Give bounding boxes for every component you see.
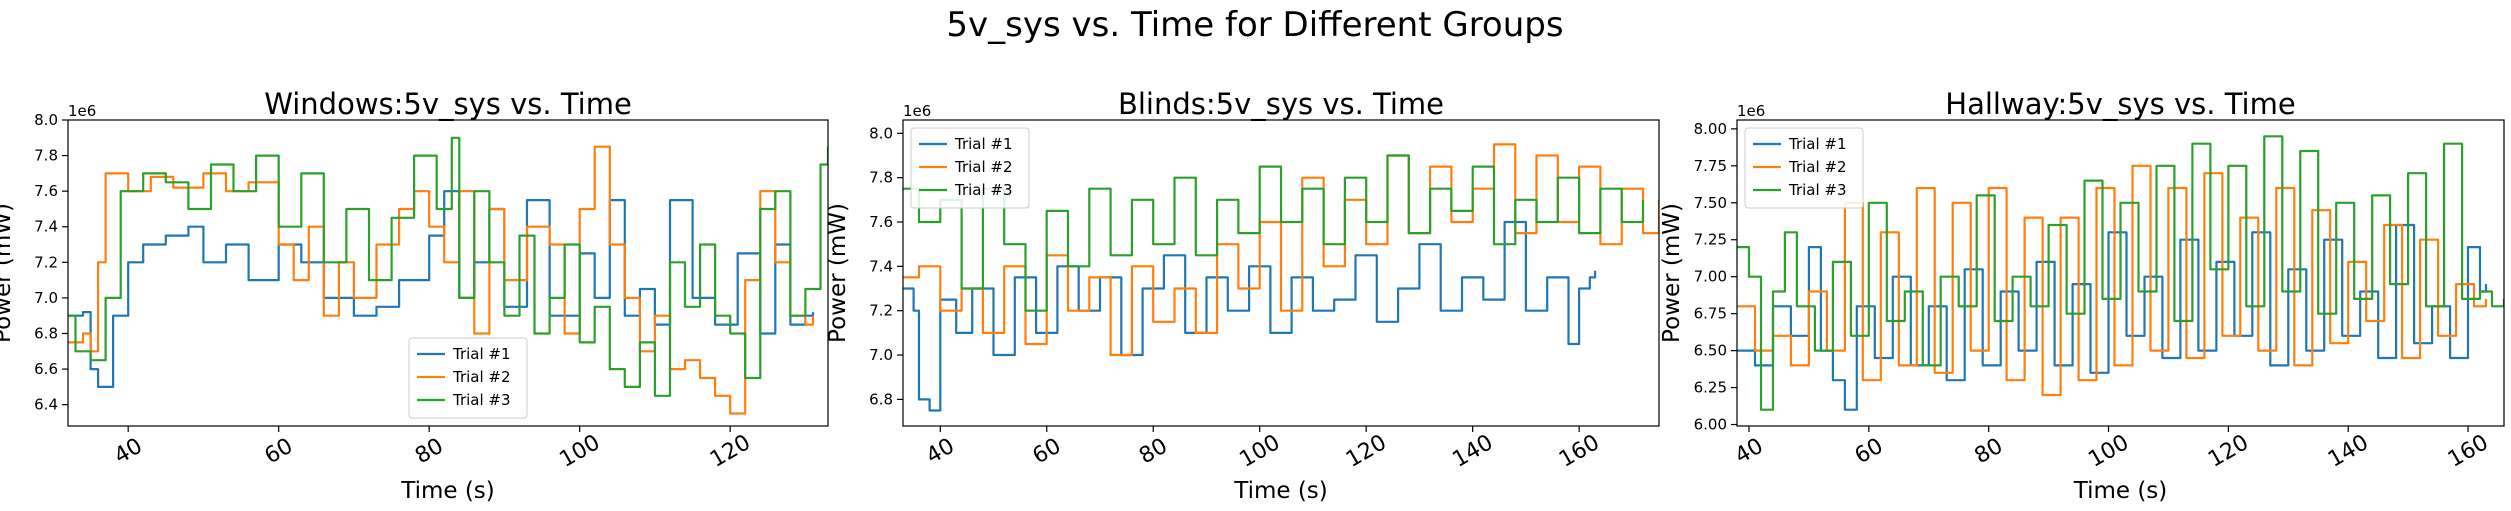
axes-frame xyxy=(67,119,829,427)
legend-label: Trial #2 xyxy=(954,158,1013,176)
y-tick-label: 7.6 xyxy=(34,182,58,200)
y-tick-label: 7.25 xyxy=(1694,231,1727,249)
panel-title: Hallway:5v_sys vs. Time xyxy=(1945,87,2295,121)
y-offset-label: 1e6 xyxy=(68,102,96,120)
legend-label: Trial #2 xyxy=(452,368,511,386)
axes-frame xyxy=(902,119,1660,427)
y-tick-label: 6.8 xyxy=(34,324,58,342)
y-tick-label: 6.6 xyxy=(34,360,58,378)
y-tick-label: 7.0 xyxy=(869,346,893,364)
y-tick-label: 8.0 xyxy=(869,124,893,142)
y-tick-label: 7.00 xyxy=(1694,268,1727,286)
y-tick-label: 8.0 xyxy=(34,111,58,129)
legend: Trial #1 Trial #2 Trial #3 xyxy=(910,127,1030,209)
panel-hallway: 40 60 80 100 120 140 1606.006.256.506.757.007.… xyxy=(1659,87,2505,504)
legend: Trial #1 Trial #2 Trial #3 xyxy=(1744,127,1864,209)
y-tick-label: 7.75 xyxy=(1694,157,1727,175)
legend-box xyxy=(910,127,1030,209)
y-tick-label: 7.4 xyxy=(869,257,893,275)
y-tick-label: 7.50 xyxy=(1694,194,1727,212)
legend-label: Trial #1 xyxy=(452,345,511,363)
y-tick-label: 7.8 xyxy=(34,147,58,165)
series-line-3 xyxy=(903,154,1645,312)
y-tick-label: 6.50 xyxy=(1694,342,1727,360)
series-line-3 xyxy=(1737,135,2504,411)
y-tick-label: 7.6 xyxy=(869,213,893,231)
legend-label: Trial #3 xyxy=(954,181,1013,199)
series-line-3 xyxy=(68,136,828,397)
y-axis-label: Power (mW) xyxy=(1659,203,1685,343)
legend-label: Trial #2 xyxy=(1788,158,1847,176)
legend-box xyxy=(1744,127,1864,209)
panel-title: Blinds:5v_sys vs. Time xyxy=(1118,87,1444,121)
legend-label: Trial #3 xyxy=(1788,181,1847,199)
panel-title: Windows:5v_sys vs. Time xyxy=(264,87,632,121)
x-axis-label: Time (s) xyxy=(1233,478,1328,504)
y-tick-label: 7.2 xyxy=(869,302,893,320)
legend-label: Trial #1 xyxy=(1788,135,1847,153)
series-line-1 xyxy=(1737,223,2488,411)
legend: Trial #1 Trial #2 Trial #3 xyxy=(408,337,528,419)
series-line-2 xyxy=(903,143,1659,357)
x-axis-label: Time (s) xyxy=(400,478,495,504)
y-offset-label: 1e6 xyxy=(1737,102,1765,120)
y-tick-label: 8.00 xyxy=(1694,120,1727,138)
y-tick-label: 7.2 xyxy=(34,253,58,271)
y-tick-label: 7.4 xyxy=(34,218,58,236)
y-tick-label: 6.75 xyxy=(1694,305,1727,323)
x-axis-label: Time (s) xyxy=(2073,478,2168,504)
y-tick-label: 6.4 xyxy=(34,396,58,414)
series-line-2 xyxy=(1737,164,2488,397)
y-offset-label: 1e6 xyxy=(903,102,931,120)
legend-box xyxy=(408,337,528,419)
y-axis-label: Power (mW) xyxy=(0,203,16,343)
y-tick-label: 6.00 xyxy=(1694,416,1727,434)
legend-label: Trial #1 xyxy=(954,135,1013,153)
y-tick-label: 6.8 xyxy=(869,390,893,408)
y-tick-label: 6.25 xyxy=(1694,379,1727,397)
y-axis-label: Power (mW) xyxy=(825,203,851,343)
axes-frame xyxy=(1736,119,2505,427)
y-tick-label: 7.0 xyxy=(34,289,58,307)
y-tick-label: 7.8 xyxy=(869,169,893,187)
legend-label: Trial #3 xyxy=(452,391,511,409)
figure-title: 5v_sys vs. Time for Different Groups xyxy=(946,5,1563,45)
